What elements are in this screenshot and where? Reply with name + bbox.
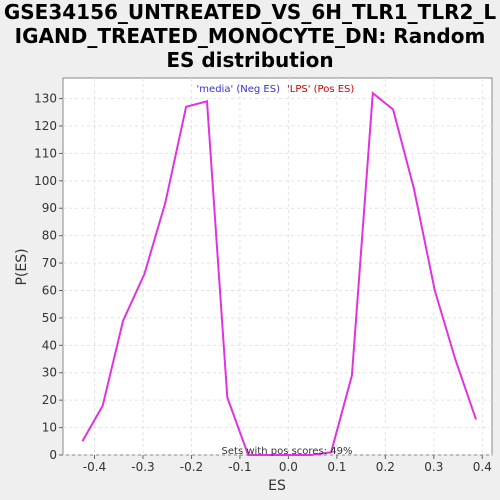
x-axis-label: ES [268, 478, 286, 494]
x-tick-label: 0.0 [279, 460, 298, 474]
y-tick-label: 50 [42, 311, 57, 325]
x-axis: -0.4 -0.3 -0.2 -0.1 0.0 0.1 0.2 0.3 0.4 [83, 455, 492, 474]
legend-pos-label: 'LPS' (Pos ES) [287, 84, 354, 95]
x-tick-label: -0.2 [180, 460, 203, 474]
chart-title-line-3: ES distribution [166, 48, 334, 72]
pos-score-annotation: Sets with pos scores: 49% [222, 446, 353, 457]
y-tick-label: 130 [34, 92, 57, 106]
x-tick-label: -0.3 [131, 460, 154, 474]
y-tick-label: 80 [42, 229, 57, 243]
y-tick-label: 60 [42, 283, 57, 297]
y-tick-label: 40 [42, 338, 57, 352]
y-tick-label: 110 [34, 146, 57, 160]
x-tick-label: -0.1 [228, 460, 251, 474]
y-tick-label: 0 [49, 448, 57, 462]
chart-title-line-1: GSE34156_UNTREATED_VS_6H_TLR1_TLR2_L [3, 0, 497, 24]
chart-title-line-2: IGAND_TREATED_MONOCYTE_DN: Random [14, 24, 486, 48]
y-axis-label: P(ES) [14, 248, 30, 285]
x-tick-label: -0.4 [83, 460, 106, 474]
x-tick-label: 0.1 [327, 460, 346, 474]
y-tick-label: 90 [42, 201, 57, 215]
y-axis: 0 10 20 30 40 50 60 70 80 90 100 110 120 130 [34, 92, 63, 462]
y-tick-label: 100 [34, 174, 57, 188]
x-tick-label: 0.2 [376, 460, 395, 474]
series-line [81, 91, 477, 456]
y-tick-label: 10 [42, 421, 57, 435]
grid [63, 78, 492, 456]
legend-neg-label: 'media' (Neg ES) [197, 84, 281, 95]
plot-area [62, 77, 493, 456]
y-tick-label: 70 [42, 256, 57, 270]
chart-title: GSE34156_UNTREATED_VS_6H_TLR1_TLR2_L IGA… [0, 0, 500, 72]
y-tick-label: 20 [42, 393, 57, 407]
y-tick-label: 30 [42, 366, 57, 380]
y-tick-label: 120 [34, 119, 57, 133]
x-tick-label: 0.4 [473, 460, 492, 474]
x-tick-label: 0.3 [424, 460, 443, 474]
